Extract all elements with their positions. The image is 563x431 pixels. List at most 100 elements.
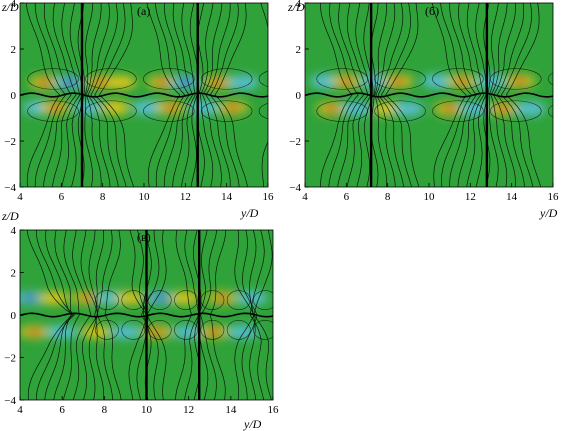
streamline-a-21 xyxy=(202,3,223,187)
x-axis-label-c: y/D xyxy=(243,417,262,431)
streamline-b-20 xyxy=(488,3,499,187)
streamline-b-26 xyxy=(554,3,563,187)
x-tick-label-a: 6 xyxy=(59,191,65,203)
y-tick-label-a: −2 xyxy=(4,136,16,148)
vortex-core-c-14 xyxy=(180,328,198,336)
streamline-c-5 xyxy=(72,230,92,400)
y-ticks-b: −4 −2 0 2 4 xyxy=(289,0,309,194)
x-tick-label-a: 4 xyxy=(17,191,23,203)
streamline-a-16 xyxy=(172,3,193,187)
recirculation-loop-a-27 xyxy=(27,100,79,122)
panel-label-a: (а) xyxy=(137,4,150,18)
vortex-core-a-7 xyxy=(234,78,252,86)
stagnation-line-b xyxy=(305,92,553,98)
panel-label-b: (б) xyxy=(425,4,439,18)
x-tick-label-b: 12 xyxy=(465,191,476,203)
streamline-b-9 xyxy=(375,3,396,187)
y-tick-label-b: 0 xyxy=(296,90,302,102)
recirculation-loop-c-31 xyxy=(200,320,225,340)
recirculation-loop-a-29 xyxy=(143,100,195,122)
streamline-b-10 xyxy=(377,3,405,187)
vorticity-field-c xyxy=(20,292,268,338)
vortex-core-c-15 xyxy=(205,328,223,336)
x-tick-label-c: 10 xyxy=(141,404,153,416)
vortex-core-c-5 xyxy=(152,294,170,302)
vortex-core-b-12 xyxy=(441,105,458,113)
x-tick-label-c: 14 xyxy=(225,404,237,416)
x-tick-label-a: 12 xyxy=(180,191,191,203)
vortex-core-b-15 xyxy=(522,105,539,113)
vortex-core-c-0 xyxy=(22,294,39,302)
y-ticks-a: −4 −2 0 2 4 xyxy=(4,0,24,194)
streamline-a-14 xyxy=(154,3,186,187)
vortex-core-c-16 xyxy=(235,328,252,336)
recirculation-loop-a-33 xyxy=(85,68,137,90)
vortex-core-b-8 xyxy=(323,105,341,113)
stagnation-line-a xyxy=(20,92,268,98)
panel-label-c: (в) xyxy=(137,230,151,244)
streamline-a-9 xyxy=(87,3,111,187)
vortex-core-c-9 xyxy=(26,328,44,336)
vortex-core-a-5 xyxy=(177,78,194,86)
recirculation-loop-c-30 xyxy=(174,320,198,340)
y-ticks-c: −4 −2 0 2 4 xyxy=(4,225,24,407)
vortex-core-a-0 xyxy=(36,78,54,86)
vortex-core-b-11 xyxy=(400,105,417,113)
vortex-core-c-6 xyxy=(176,294,193,302)
x-tick-label-b: 6 xyxy=(344,191,350,203)
vortex-core-a-12 xyxy=(139,104,157,112)
recirculation-loop-b-34 xyxy=(432,68,484,90)
recirculation-loop-c-32 xyxy=(226,320,251,340)
x-tick-label-a: 10 xyxy=(139,191,151,203)
vortex-core-b-1 xyxy=(338,77,355,85)
x-ticks-a: 4 6 8 10 12 14 16 xyxy=(17,183,274,203)
vortex-core-c-12 xyxy=(116,328,134,336)
streamline-a-0 xyxy=(25,3,61,187)
streamline-c-20 xyxy=(200,230,218,400)
streamlines-a xyxy=(20,3,268,187)
streamline-b-3 xyxy=(337,3,365,187)
recirculation-loop-a-32 xyxy=(27,68,79,90)
x-tick-label-b: 14 xyxy=(506,191,518,203)
streamline-c-25 xyxy=(249,230,265,400)
streamline-a-24 xyxy=(214,3,248,187)
vortex-core-c-4 xyxy=(121,294,139,302)
vortex-core-a-10 xyxy=(79,104,97,112)
y-tick-label-c: −2 xyxy=(4,353,16,365)
recirculation-loop-c-36 xyxy=(147,290,172,310)
y-tick-label-b: −2 xyxy=(289,136,301,148)
recirculation-loop-a-28 xyxy=(85,100,137,122)
x-axis-label-b: y/D xyxy=(539,206,558,220)
recirculation-loop-b-35 xyxy=(490,68,542,90)
streamline-c-9 xyxy=(96,230,113,400)
streamline-c-19 xyxy=(197,230,209,400)
vortex-core-a-13 xyxy=(162,104,180,112)
streamline-a-20 xyxy=(199,3,214,187)
recirculation-loop-c-28 xyxy=(121,320,146,340)
streamline-a-13 xyxy=(146,3,181,187)
y-axis-label-a: z/D xyxy=(1,0,19,14)
streamline-b-16 xyxy=(457,3,481,187)
x-tick-label-b: 16 xyxy=(548,191,560,203)
y-tick-label-c: −4 xyxy=(4,395,16,407)
recirculation-loop-b-29 xyxy=(432,100,484,122)
streamline-b-13 xyxy=(431,3,467,187)
vortex-core-b-3 xyxy=(389,77,407,85)
streamline-a-4 xyxy=(61,3,81,187)
y-tick-label-b: 2 xyxy=(296,44,302,56)
x-tick-label-c: 4 xyxy=(17,404,23,416)
recirculation-loop-a-35 xyxy=(200,68,253,90)
y-tick-label-c: 0 xyxy=(11,310,17,322)
recirculation-loop-c-35 xyxy=(121,290,146,310)
streamline-c-7 xyxy=(88,230,98,400)
streamline-a-12 xyxy=(98,3,135,187)
y-tick-label-b: 4 xyxy=(296,0,302,10)
y-tick-label-b: −4 xyxy=(289,182,301,194)
recirculation-loop-b-30 xyxy=(490,100,542,122)
streamline-a-22 xyxy=(205,3,231,187)
x-tick-label-b: 4 xyxy=(302,191,308,203)
streamline-b-21 xyxy=(490,3,508,187)
streamline-a-10 xyxy=(90,3,119,187)
streamline-c-1 xyxy=(35,230,75,400)
vortex-core-b-14 xyxy=(495,105,512,113)
